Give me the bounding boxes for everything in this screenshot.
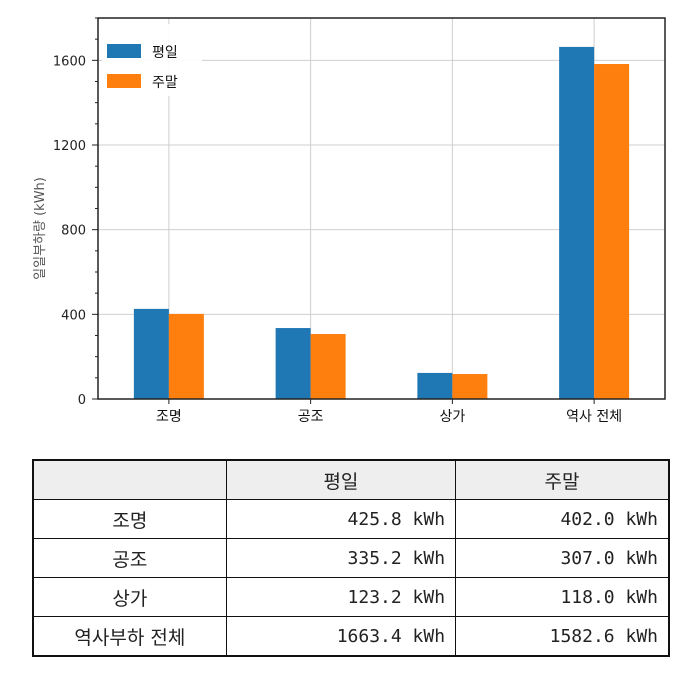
weekend-value: 307.0 kWh bbox=[455, 538, 670, 578]
table-row: 역사부하 전체 1663.4 kWh 1582.6 kWh bbox=[32, 616, 670, 657]
legend-label: 평일 bbox=[152, 45, 178, 61]
bar-weekday bbox=[275, 328, 311, 399]
y-axis-ticks: 0 400 800 1200 1600 bbox=[53, 17, 98, 408]
bar-weekday bbox=[417, 372, 453, 399]
weekend-value: 1582.6 kWh bbox=[455, 616, 670, 657]
header-cell-empty bbox=[32, 459, 227, 500]
bars bbox=[133, 46, 630, 400]
y-tick-label: 1600 bbox=[53, 54, 86, 69]
data-table: 평일 주말 조명 425.8 kWh 402.0 kWh 공조 335.2 kW… bbox=[32, 459, 670, 657]
table-row: 공조 335.2 kWh 307.0 kWh bbox=[32, 538, 670, 578]
legend-label: 주말 bbox=[152, 75, 178, 91]
row-label: 역사부하 전체 bbox=[32, 616, 227, 657]
row-label: 상가 bbox=[32, 577, 227, 617]
x-tick-label: 역사 전체 bbox=[566, 409, 622, 425]
table-row: 상가 123.2 kWh 118.0 kWh bbox=[32, 577, 670, 617]
legend-swatch bbox=[107, 44, 141, 58]
weekday-value: 335.2 kWh bbox=[225, 538, 457, 578]
header-cell-weekend: 주말 bbox=[455, 459, 670, 500]
y-axis-label: 일일부하량 (kWh) bbox=[33, 177, 48, 280]
bar-weekend bbox=[168, 313, 204, 399]
weekend-value: 402.0 kWh bbox=[455, 499, 670, 539]
y-tick-label: 1200 bbox=[53, 139, 86, 154]
weekday-value: 425.8 kWh bbox=[225, 499, 457, 539]
bar-weekend bbox=[310, 334, 346, 399]
y-tick-label: 400 bbox=[61, 308, 86, 323]
x-tick-label: 상가 bbox=[439, 409, 465, 425]
y-tick-label: 800 bbox=[61, 224, 86, 239]
x-axis-ticks: 조명 공조 상가 역사 전체 bbox=[156, 399, 622, 425]
bar-weekday bbox=[559, 46, 595, 399]
bar-weekend bbox=[594, 64, 630, 400]
table-row: 조명 425.8 kWh 402.0 kWh bbox=[32, 499, 670, 539]
x-tick-label: 조명 bbox=[156, 409, 182, 425]
weekday-value: 1663.4 kWh bbox=[225, 616, 457, 657]
table-header-row: 평일 주말 bbox=[32, 459, 670, 500]
header-cell-weekday: 평일 bbox=[225, 459, 457, 500]
row-label: 공조 bbox=[32, 538, 227, 578]
weekend-value: 118.0 kWh bbox=[455, 577, 670, 617]
legend-swatch bbox=[107, 74, 141, 88]
row-label: 조명 bbox=[32, 499, 227, 539]
weekday-value: 123.2 kWh bbox=[225, 577, 457, 617]
bar-weekend bbox=[452, 374, 488, 399]
x-tick-label: 공조 bbox=[298, 409, 324, 425]
y-tick-label: 0 bbox=[78, 393, 86, 408]
bar-weekday bbox=[133, 308, 169, 399]
